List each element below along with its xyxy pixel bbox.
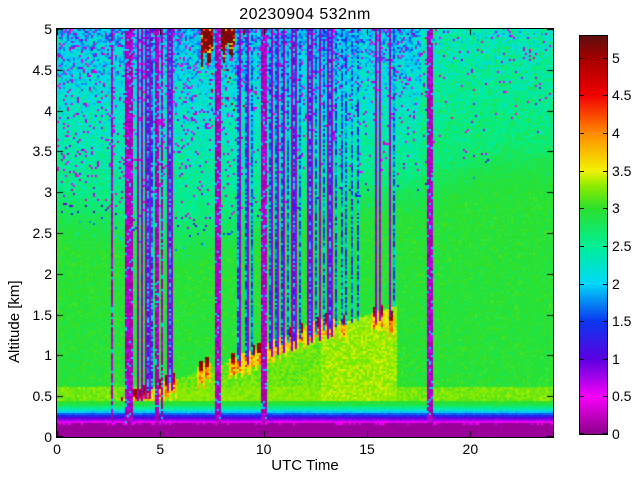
colorbar-tick-mark — [603, 321, 607, 323]
y-axis-label: Altitude [km] — [6, 280, 23, 363]
colorbar-tick-label: 5 — [612, 49, 620, 66]
y-tick-label: 2 — [44, 265, 52, 282]
colorbar-tick-label: 4.5 — [612, 87, 632, 104]
colorbar-tick-mark — [580, 283, 584, 285]
x-tick-label: 10 — [255, 441, 272, 457]
colorbar-tick-mark — [580, 358, 584, 360]
colorbar-tick-mark — [580, 95, 584, 97]
colorbar-tick-mark — [580, 170, 584, 172]
colorbar-tick-mark — [603, 208, 607, 210]
colorbar-tick-label: 4 — [612, 125, 620, 142]
plot-title: 20230904 532nm — [239, 6, 371, 23]
colorbar-tick-label: 0.5 — [612, 388, 632, 405]
colorbar-tick-mark — [603, 358, 607, 360]
colorbar-tick-label: 3 — [612, 200, 620, 217]
y-tick-label: 4.5 — [32, 61, 52, 78]
colorbar-tick-label: 1 — [612, 350, 620, 367]
y-tick-label: 4 — [44, 102, 52, 119]
colorbar-tick-mark — [603, 396, 607, 398]
colorbar-tick-mark — [603, 133, 607, 135]
colorbar-gradient — [580, 36, 607, 434]
colorbar-tick-mark — [580, 396, 584, 398]
heatmap-canvas — [56, 28, 554, 438]
colorbar-tick-mark — [580, 208, 584, 210]
colorbar-tick-mark — [580, 245, 584, 247]
y-tick-label: 1.5 — [32, 306, 52, 323]
colorbar — [579, 35, 608, 435]
colorbar-tick-mark — [580, 133, 584, 135]
colorbar-tick-mark — [603, 170, 607, 172]
colorbar-tick-mark — [580, 321, 584, 323]
colorbar-tick-label: 0 — [612, 426, 620, 442]
colorbar-tick-label: 2 — [612, 275, 620, 292]
x-axis-label: UTC Time — [271, 457, 339, 474]
colorbar-tick-mark — [603, 433, 607, 434]
y-tick-label: 1 — [44, 347, 52, 364]
colorbar-tick-mark — [580, 433, 584, 434]
y-tick-label: 3 — [44, 184, 52, 201]
colorbar-tick-mark — [603, 57, 607, 59]
y-tick-label: 0 — [44, 429, 52, 445]
y-tick-label: 0.5 — [32, 388, 52, 405]
colorbar-tick-mark — [603, 245, 607, 247]
colorbar-tick-mark — [603, 283, 607, 285]
x-tick-label: 0 — [53, 441, 61, 457]
colorbar-tick-mark — [603, 95, 607, 97]
colorbar-tick-label: 3.5 — [612, 162, 632, 179]
colorbar-tick-label: 2.5 — [612, 237, 632, 254]
y-tick-label: 5 — [44, 21, 52, 37]
colorbar-tick-label: 1.5 — [612, 313, 632, 330]
x-tick-label: 15 — [359, 441, 375, 457]
colorbar-tick-mark — [580, 57, 584, 59]
x-tick-label: 5 — [156, 441, 165, 457]
x-tick-label: 20 — [462, 441, 479, 457]
y-tick-label: 3.5 — [32, 143, 52, 160]
y-tick-label: 2.5 — [32, 225, 52, 241]
